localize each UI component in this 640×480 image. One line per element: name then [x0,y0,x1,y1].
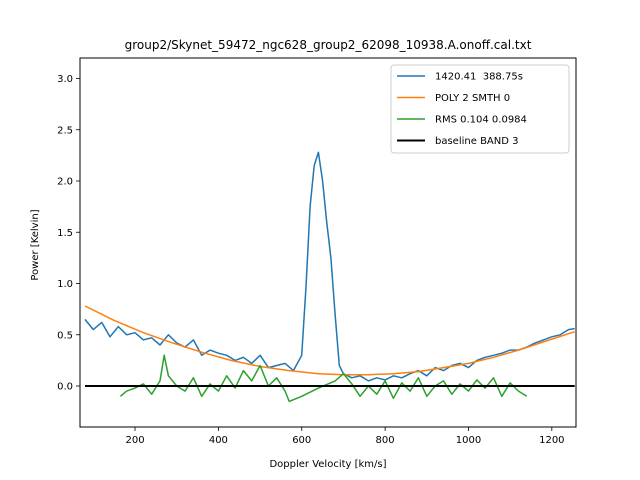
y-tick-label-3: 1.5 [57,228,73,239]
y-tick-label-5: 2.5 [57,125,73,136]
x-tick-label-4: 1000 [456,435,481,446]
axis-ticks: 200 400 600 800 1000 1200 0.0 0.5 1.0 1.5 2.0 2.5 3.… [57,74,564,446]
y-tick-label-4: 2.0 [57,177,73,188]
plot-frame [79,57,577,428]
y-tick-label-0: 0.0 [57,382,73,393]
legend-box [390,64,570,154]
y-tick-label-1: 0.5 [57,330,73,341]
legend-label-0: 1420.41 388.75s [435,72,523,83]
x-tick-label-3: 800 [376,435,395,446]
x-tick-label-0: 200 [125,435,144,446]
legend-label-3: baseline BAND 3 [435,136,519,147]
x-axis-label: Doppler Velocity [km/s] [269,459,386,470]
y-tick-label-2: 1.0 [57,279,73,290]
y-tick-label-6: 3.0 [57,74,73,85]
x-tick-label-5: 1200 [539,435,564,446]
legend-label-2: RMS 0.104 0.0984 [435,115,527,126]
series-line-0 [84,151,575,382]
x-tick-label-1: 400 [209,435,228,446]
y-axis-label: Power [Kelvin] [30,209,41,280]
x-tick-label-2: 600 [292,435,311,446]
legend: 1420.41 388.75s POLY 2 SMTH 0 RMS 0.104 0.… [390,64,570,154]
legend-label-1: POLY 2 SMTH 0 [435,93,510,104]
chart-title: group2/Skynet_59472_ngc628_group2_62098_… [125,38,532,52]
series-layer [84,151,575,403]
